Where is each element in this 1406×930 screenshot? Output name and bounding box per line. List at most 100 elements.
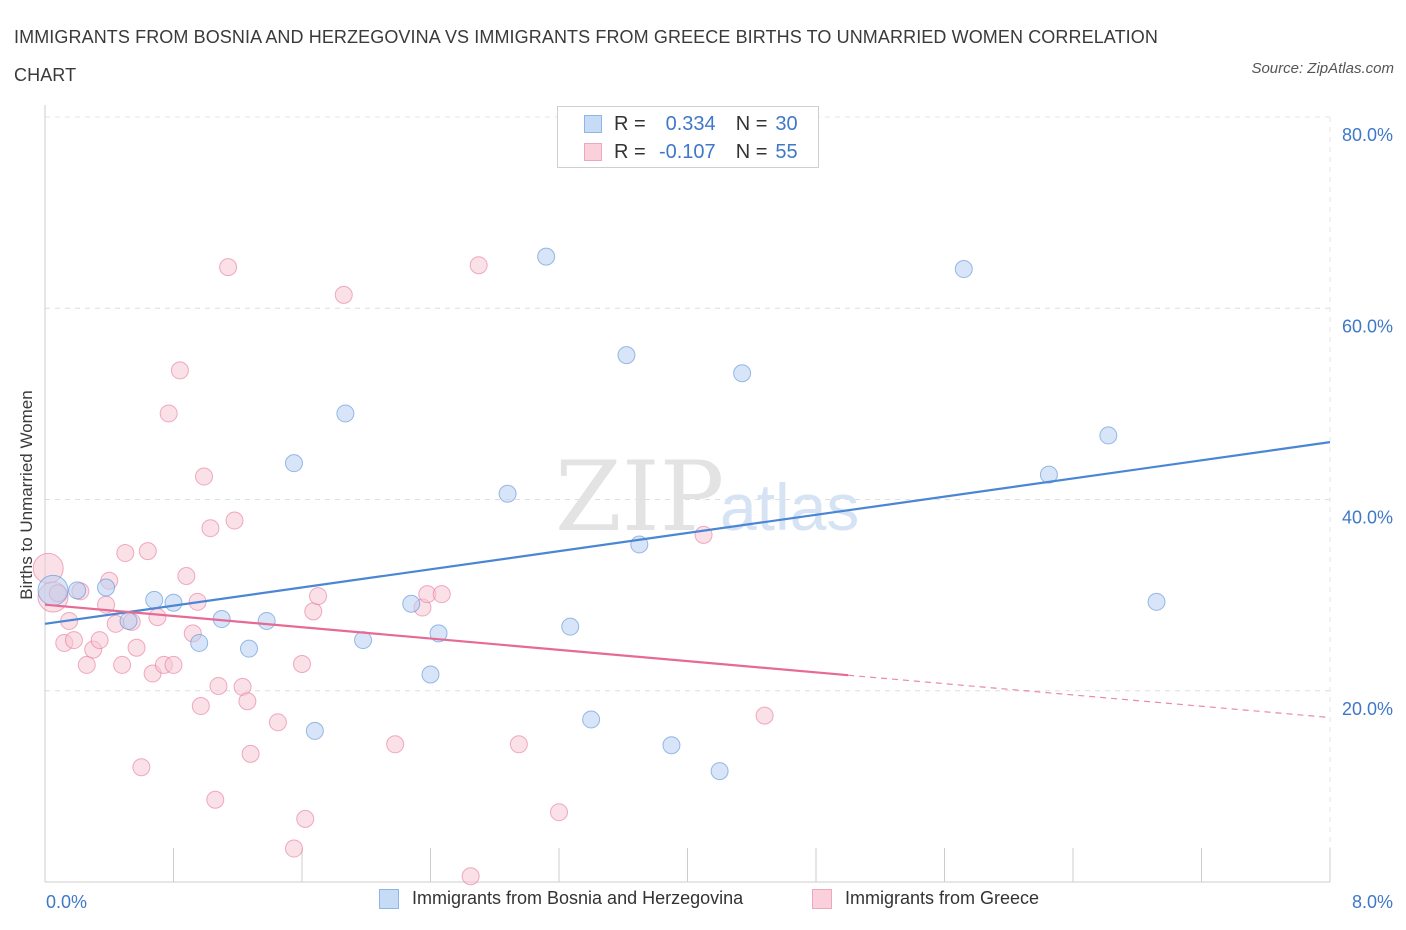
legend-swatch-bosnia (584, 115, 602, 133)
point-greece (116, 544, 135, 563)
point-bosnia (662, 736, 681, 755)
trendline-greece (44, 603, 849, 677)
point-greece (90, 631, 109, 650)
point-greece (206, 790, 225, 809)
point-greece (296, 809, 315, 828)
y-tick-label: 20.0% (1342, 699, 1393, 719)
trend-lines (44, 441, 1331, 719)
point-bosnia (429, 624, 448, 643)
point-bosnia (1039, 465, 1058, 484)
point-bosnia (498, 484, 517, 503)
point-bosnia (164, 593, 183, 612)
point-greece (209, 676, 228, 695)
point-bosnia (119, 611, 138, 630)
point-bosnia (190, 633, 209, 652)
point-greece (225, 511, 244, 530)
y-tick-label: 60.0% (1342, 316, 1393, 336)
point-greece (177, 567, 196, 585)
point-greece (334, 285, 353, 304)
point-greece (201, 519, 220, 538)
trendline-bosnia (44, 441, 1331, 625)
point-greece (509, 735, 528, 754)
series-label-greece: Immigrants from Greece (845, 888, 1040, 908)
point-bosnia (537, 247, 556, 266)
point-greece (309, 587, 328, 606)
legend-r-label: R = (614, 112, 646, 135)
point-greece (113, 655, 132, 674)
point-greece (238, 692, 257, 711)
legend-swatch-greece (584, 143, 602, 161)
axes (44, 105, 1331, 883)
point-bosnia (421, 665, 440, 684)
legend-row-bosnia: R = 0.334 N = 30 (584, 110, 798, 138)
point-greece (219, 258, 238, 277)
series-label-bosnia: Immigrants from Bosnia and Herzegovina (412, 888, 744, 908)
point-bosnia (733, 364, 752, 383)
point-bosnia (145, 590, 164, 609)
point-bosnia (284, 454, 303, 473)
legend-row-greece: R = -0.107 N = 55 (584, 138, 798, 166)
legend-r-value: -0.107 (658, 140, 716, 163)
legend-n-label: N = (735, 140, 768, 163)
point-greece (195, 467, 214, 486)
point-greece (386, 735, 405, 754)
chart-title: IMMIGRANTS FROM BOSNIA AND HERZEGOVINA V… (14, 27, 1158, 85)
point-bosnia (68, 581, 87, 600)
legend-n-value: 30 (775, 112, 798, 135)
stats-legend: R = 0.334 N = 30 R = -0.107 N = 55 (557, 106, 819, 168)
point-bosnia (97, 578, 116, 597)
point-greece (755, 706, 774, 725)
legend-r-value: 0.334 (665, 112, 716, 135)
point-bosnia (617, 346, 636, 365)
point-greece (461, 867, 480, 886)
series-swatch-greece (812, 888, 832, 909)
legend-n-label: N = (735, 112, 768, 135)
tick-labels: 20.0% 40.0% 60.0% 80.0% 0.0% 8.0% (46, 125, 1393, 912)
point-greece (132, 758, 151, 777)
series-swatch-bosnia (379, 888, 399, 909)
series-legend: Immigrants from Bosnia and Herzegovina I… (0, 888, 1406, 916)
point-greece (148, 608, 167, 627)
point-bosnia (305, 721, 324, 740)
source-label: Source: ZipAtlas.com (1251, 60, 1394, 77)
series-legend-greece: Immigrants from Greece (812, 888, 1039, 909)
legend-n-value: 55 (775, 140, 798, 163)
point-bosnia (1147, 592, 1166, 611)
x-tick-label: 8.0% (1352, 892, 1393, 912)
point-greece (268, 713, 287, 732)
y-tick-label: 80.0% (1342, 125, 1393, 145)
point-greece (284, 839, 303, 858)
point-greece (241, 744, 260, 763)
watermark-atlas: atlas (720, 470, 859, 544)
point-greece (138, 542, 157, 561)
point-greece (432, 585, 451, 604)
data-points (32, 247, 1166, 886)
point-greece (469, 256, 488, 275)
x-tick-label: 0.0% (46, 892, 87, 912)
point-bosnia (710, 762, 729, 781)
point-greece (77, 655, 96, 674)
point-bosnia (402, 594, 421, 613)
point-bosnia (257, 611, 276, 630)
point-bosnia (239, 639, 258, 658)
point-bosnia (336, 404, 355, 423)
trendline-greece-extension (848, 674, 1331, 719)
point-greece (304, 602, 323, 621)
series-legend-bosnia: Immigrants from Bosnia and Herzegovina (379, 888, 743, 909)
point-bosnia (1099, 426, 1118, 445)
point-greece (127, 638, 146, 657)
point-greece (170, 361, 189, 380)
legend-r-label: R = (614, 140, 646, 163)
point-greece (293, 654, 311, 673)
point-greece (164, 655, 183, 674)
point-bosnia (37, 574, 69, 606)
point-bosnia (561, 617, 580, 636)
point-greece (550, 803, 568, 822)
point-bosnia (582, 710, 601, 729)
point-greece (159, 404, 178, 423)
point-greece (64, 631, 83, 650)
point-greece (191, 697, 210, 716)
point-bosnia (954, 260, 973, 279)
y-tick-label: 40.0% (1342, 508, 1393, 528)
